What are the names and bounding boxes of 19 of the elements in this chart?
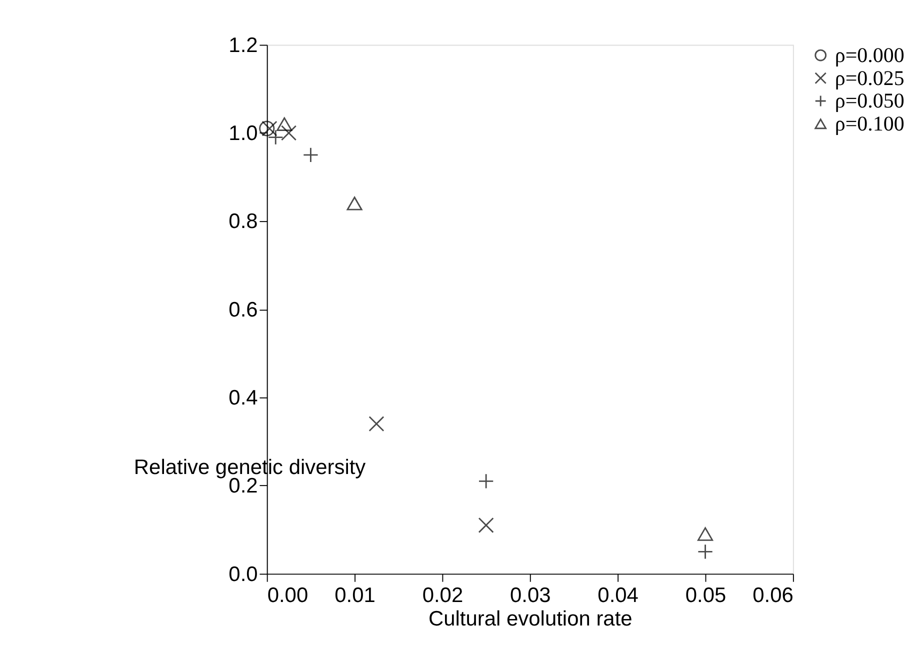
y-tick-label: 0.4: [228, 386, 258, 410]
y-tick-label: 1.2: [228, 34, 258, 57]
x-tick-label: 0.02: [422, 584, 464, 607]
legend-label: ρ=0.050: [834, 88, 904, 113]
x-tick-label: 0.01: [334, 584, 376, 607]
y-tick-label: 0.6: [228, 298, 258, 322]
y-tick-label: 1.0: [228, 122, 258, 146]
legend-label: ρ=0.100: [834, 112, 904, 136]
legend-label: ρ=0.025: [834, 66, 904, 90]
legend-label: ρ=0.000: [834, 42, 904, 67]
x-tick-label: 0.04: [598, 584, 639, 607]
y-tick-label: 0.2: [228, 474, 258, 498]
x-tick-label: 0.00: [267, 584, 308, 607]
x-tick-label: 0.06: [752, 584, 794, 607]
y-tick-label: 0.8: [228, 210, 258, 234]
x-axis-title: Cultural evolution rate: [428, 608, 632, 631]
x-tick-label: 0.03: [510, 584, 551, 607]
y-tick-label: 0.0: [228, 562, 258, 586]
x-tick-label: 0.05: [685, 584, 726, 607]
